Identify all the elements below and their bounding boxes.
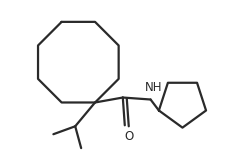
Text: O: O	[124, 130, 133, 143]
Text: NH: NH	[145, 81, 162, 94]
